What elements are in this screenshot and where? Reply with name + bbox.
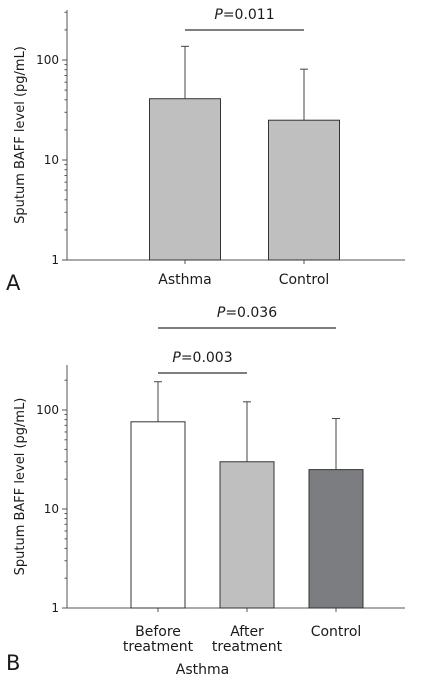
panel-a-p-value-label: P=0.011 xyxy=(214,7,274,23)
panel-a-bar xyxy=(268,119,340,261)
panel-b-y-tick-label: 10 xyxy=(44,502,59,516)
panel-b-y-tick-label: 1 xyxy=(51,601,59,615)
panel-a-y-tick-label: 1 xyxy=(51,253,59,267)
panel-a-y-tick-label: 10 xyxy=(44,153,59,167)
panel-a-category-label: Asthma xyxy=(158,272,211,288)
panel-b-p-value-label: P=0.036 xyxy=(217,305,277,321)
panel-b-bar xyxy=(308,469,364,609)
panel-a-bar xyxy=(149,98,221,261)
panel-a-y-tick-label: 100 xyxy=(36,53,59,67)
panel-b-group-label: Asthma xyxy=(176,662,229,678)
panel-b-category-label: After xyxy=(230,624,264,640)
panel-a-y-axis-title: Sputum BAFF level (pg/mL) xyxy=(13,46,28,224)
panel-b-category-label: Before xyxy=(135,624,181,640)
panel-b-p-value-label: P=0.003 xyxy=(172,350,232,366)
panel-a-category-label: Control xyxy=(279,272,330,288)
panel-b-y-tick-label: 100 xyxy=(36,403,59,417)
panel-b-bar xyxy=(130,421,186,609)
panel-b-bar xyxy=(219,461,275,609)
panel-a-letter: A xyxy=(6,271,21,295)
panel-b-letter: B xyxy=(6,651,20,675)
panel-b-category-label: treatment xyxy=(212,639,283,655)
panel-b-category-label: Control xyxy=(311,624,362,640)
panel-b-y-axis-title: Sputum BAFF level (pg/mL) xyxy=(13,398,28,576)
panel-b-category-label: treatment xyxy=(123,639,194,655)
